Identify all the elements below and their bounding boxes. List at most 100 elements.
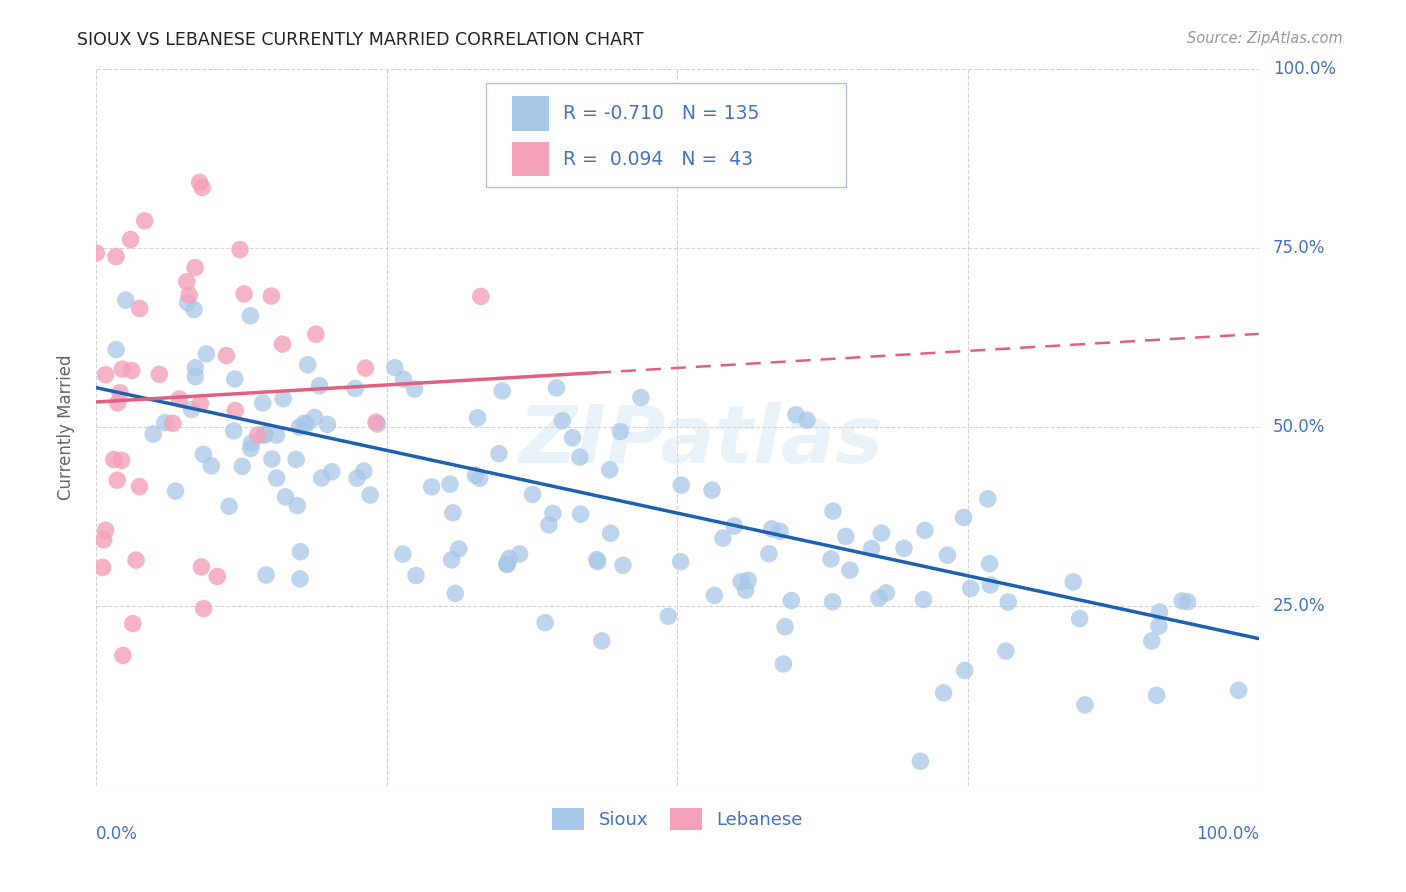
Point — [240, 436, 263, 450]
Text: 50.0%: 50.0% — [1272, 418, 1324, 436]
Point — [215, 349, 238, 363]
Point — [254, 568, 277, 582]
Point — [94, 523, 117, 537]
Text: R =  0.094   N =  43: R = 0.094 N = 43 — [564, 150, 754, 169]
Point — [671, 478, 693, 492]
Point — [561, 431, 583, 445]
Point — [305, 327, 328, 342]
Point — [353, 464, 375, 478]
Point — [195, 347, 218, 361]
Point — [952, 510, 974, 524]
Point — [253, 427, 276, 442]
Point — [274, 490, 297, 504]
Point — [111, 362, 134, 376]
Point — [537, 517, 560, 532]
Point — [344, 382, 367, 396]
Point — [392, 372, 415, 386]
Point — [111, 648, 134, 663]
Text: SIOUX VS LEBANESE CURRENTLY MARRIED CORRELATION CHART: SIOUX VS LEBANESE CURRENTLY MARRIED CORR… — [77, 31, 644, 49]
Point — [522, 487, 544, 501]
Point — [997, 595, 1019, 609]
Point — [162, 417, 184, 431]
Point — [183, 302, 205, 317]
Point — [271, 392, 294, 406]
Point — [108, 385, 131, 400]
Legend: Sioux, Lebanese: Sioux, Lebanese — [544, 801, 810, 838]
Point — [93, 533, 115, 547]
Point — [737, 574, 759, 588]
Point — [1146, 689, 1168, 703]
Point — [780, 593, 803, 607]
Point — [321, 465, 343, 479]
Point — [439, 477, 461, 491]
Point — [723, 519, 745, 533]
Point — [142, 427, 165, 442]
Point — [311, 471, 333, 485]
Point — [420, 480, 443, 494]
Point — [491, 384, 513, 398]
Point — [266, 428, 288, 442]
Point — [193, 447, 215, 461]
Point — [193, 601, 215, 615]
Point — [260, 289, 283, 303]
Point — [630, 391, 652, 405]
Point — [176, 275, 198, 289]
Point — [703, 588, 725, 602]
Point — [392, 547, 415, 561]
Point — [599, 463, 621, 477]
Point — [464, 468, 486, 483]
Point — [838, 563, 860, 577]
Point — [290, 545, 312, 559]
Point — [364, 415, 387, 429]
Point — [821, 504, 844, 518]
Point — [546, 381, 568, 395]
Point — [105, 343, 128, 357]
Point — [979, 557, 1001, 571]
Point — [496, 558, 519, 572]
Point — [1069, 611, 1091, 625]
Point — [769, 524, 792, 539]
Y-axis label: Currently Married: Currently Married — [58, 354, 75, 500]
Point — [366, 417, 388, 431]
Point — [224, 403, 246, 417]
Point — [488, 447, 510, 461]
Point — [586, 555, 609, 569]
Point — [994, 644, 1017, 658]
Point — [569, 507, 592, 521]
Point — [468, 471, 491, 485]
Point — [239, 309, 262, 323]
Point — [868, 591, 890, 606]
Point — [207, 569, 229, 583]
Point — [180, 402, 202, 417]
Point — [875, 586, 897, 600]
Point — [467, 410, 489, 425]
Point — [498, 551, 520, 566]
Point — [128, 301, 150, 316]
Point — [657, 609, 679, 624]
Point — [936, 548, 959, 562]
FancyBboxPatch shape — [512, 142, 550, 177]
Point — [585, 552, 607, 566]
Point — [288, 572, 311, 586]
Point — [125, 553, 148, 567]
FancyBboxPatch shape — [512, 96, 550, 131]
Point — [233, 286, 256, 301]
Point — [94, 368, 117, 382]
Point — [346, 471, 368, 485]
Point — [959, 582, 981, 596]
Point — [1074, 698, 1097, 712]
Text: R = -0.710   N = 135: R = -0.710 N = 135 — [564, 104, 759, 123]
Point — [609, 425, 631, 439]
Point — [860, 541, 883, 556]
Point — [796, 413, 818, 427]
Point — [252, 396, 274, 410]
Point — [105, 250, 128, 264]
Point — [495, 557, 517, 571]
Point — [231, 459, 253, 474]
Point — [253, 428, 276, 442]
Point — [359, 488, 381, 502]
Point — [910, 754, 932, 768]
Point — [730, 574, 752, 589]
Point — [260, 452, 283, 467]
Point — [224, 372, 246, 386]
